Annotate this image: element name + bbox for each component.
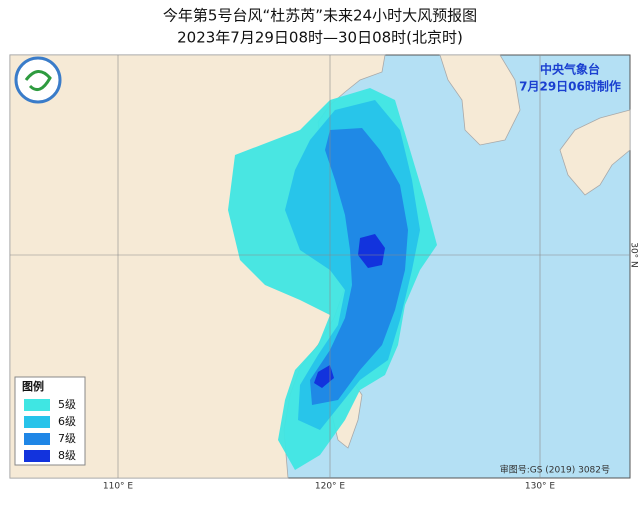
legend-title: 图例 [22,379,44,393]
legend-swatch [24,433,50,445]
legend-swatch [24,450,50,462]
logo-mark [24,70,52,92]
issued-time: 7月29日06时制作 [519,79,621,94]
legend-label: 5级 [58,398,76,411]
korea [439,54,521,146]
wind-zone [310,128,408,405]
legend-label: 8级 [58,449,76,462]
legend-swatch [24,416,50,428]
logo [14,56,62,104]
longitude-label: 120° E [315,482,346,492]
wind-zone [314,234,385,388]
longitude-label: 130° E [525,482,556,492]
graticule [10,55,630,478]
latitude-label: 30° N [629,242,639,268]
map-subtitle: 2023年7月29日08时—30日08时(北京时) [177,29,463,47]
longitude-label: 110° E [103,482,134,492]
agency-name: 中央气象台 [540,62,600,77]
japan [559,109,631,196]
legend-swatch [24,399,50,411]
legend-label: 6级 [58,415,76,428]
map-frame: 中央气象台 7月29日06时制作 图例 5级 6级 7级 8级 审图号:GS (201… [9,54,631,479]
legend-label: 7级 [58,432,76,445]
approval-number: 审图号:GS (2019) 3082号 [500,464,610,476]
map-title: 今年第5号台风“杜苏芮”未来24小时大风预报图 [163,7,477,25]
legend: 图例 5级 6级 7级 8级 [14,376,86,466]
